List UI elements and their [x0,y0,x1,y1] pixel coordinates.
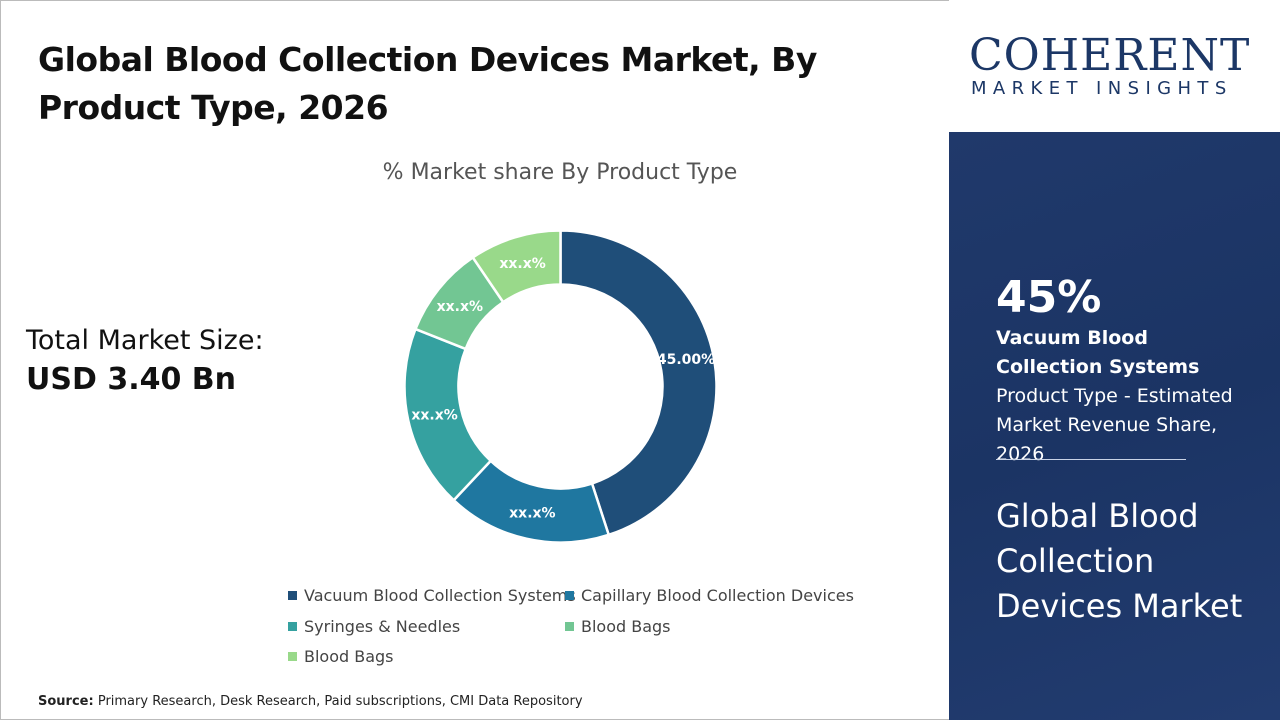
legend-item: Vacuum Blood Collection Systems [288,586,576,605]
legend-item: Blood Bags [565,617,671,636]
legend-label: Blood Bags [304,647,394,666]
total-market-label: Total Market Size: [26,325,264,356]
legend-item: Capillary Blood Collection Devices [565,586,854,605]
data-label: xx.x% [509,505,555,521]
legend-swatch [288,591,297,600]
company-logo: COHERENT MARKET INSIGHTS [949,0,1280,132]
highlight-panel: 45% Vacuum Blood Collection Systems Prod… [949,132,1280,720]
legend-label: Syringes & Needles [304,617,461,636]
donut-segment [559,229,718,537]
legend-label: Vacuum Blood Collection Systems [304,586,576,605]
source-note: Source: Primary Research, Desk Research,… [38,694,583,709]
source-label: Source: [38,694,94,709]
legend-swatch [565,622,574,631]
divider [996,459,1186,460]
legend-swatch [288,622,297,631]
data-label: 45.00% [657,352,715,368]
page-title: Global Blood Collection Devices Market, … [38,40,817,127]
data-label: xx.x% [437,299,483,315]
highlight-segment: Vacuum Blood Collection Systems [996,327,1200,378]
highlight-rest: Product Type - Estimated Market Revenue … [996,385,1233,465]
logo-main-text: COHERENT [969,30,1251,81]
legend-item: Blood Bags [288,647,394,666]
legend-item: Syringes & Needles [288,617,460,636]
legend-label: Blood Bags [581,617,671,636]
highlight-share: 45% [996,272,1102,323]
side-panel: COHERENT MARKET INSIGHTS 45% Vacuum Bloo… [949,0,1280,720]
donut-chart: 45.00% xx.x% xx.x% xx.x% xx.x% [403,229,718,544]
source-text: Primary Research, Desk Research, Paid su… [97,694,583,709]
legend-swatch [288,652,297,661]
chart-title: % Market share By Product Type [382,160,738,185]
legend-label: Capillary Blood Collection Devices [581,586,854,605]
legend-swatch [565,591,574,600]
market-name: Global Blood Collection Devices Market [996,497,1243,625]
data-label: xx.x% [411,408,457,424]
logo-sub-text: MARKET INSIGHTS [971,78,1233,99]
total-market-value: USD 3.40 Bn [26,362,236,397]
donut-segment [471,229,562,304]
highlight-description: Vacuum Blood Collection Systems Product … [996,324,1256,469]
data-label: xx.x% [499,256,545,272]
